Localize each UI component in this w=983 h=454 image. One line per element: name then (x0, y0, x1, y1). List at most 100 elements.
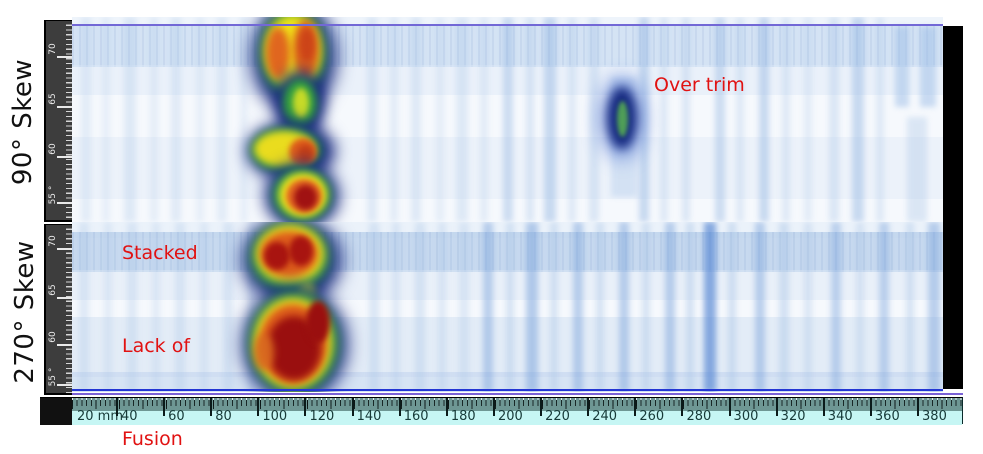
ruler-major-tick (57, 248, 72, 250)
noise-streak (367, 17, 377, 222)
indication-blob (286, 179, 322, 213)
ruler-major-tick (57, 297, 72, 299)
noise-streak (639, 17, 649, 222)
vertical-ruler-90-skew[interactable]: 70 65 60 55 ° (44, 20, 72, 222)
ruler-major-tick (163, 398, 166, 416)
indication-blob (293, 20, 319, 78)
noise-streak (459, 222, 469, 392)
indication-blob (275, 71, 325, 135)
ruler-tick-label: 320 (780, 409, 806, 424)
noise-streak (81, 17, 91, 222)
ruler-minor-ticks (66, 21, 72, 220)
noise-streak (907, 117, 927, 222)
indication-blob (251, 223, 329, 291)
indication-blob (289, 138, 317, 166)
indication-blob (266, 27, 290, 79)
noise-streak (642, 222, 650, 392)
ruler-major-tick (57, 56, 72, 58)
indication-blob (293, 88, 309, 118)
noise-streak (755, 222, 765, 392)
right-mask-bar (943, 26, 963, 389)
ruler-major-tick (869, 398, 872, 416)
noise-streak (573, 222, 583, 392)
noise-streak (804, 222, 812, 392)
noise-streak (831, 222, 841, 392)
ruler-tick-band (72, 398, 962, 411)
noise-streak (829, 17, 839, 222)
noise-streak (390, 17, 398, 222)
indication-blob (306, 301, 330, 343)
noise-streak (759, 17, 769, 222)
skew-label-270: 270° Skew (10, 240, 40, 384)
indication-blob (243, 222, 341, 304)
annotation-line: Stacked (122, 242, 198, 264)
cscan-panel-90-skew[interactable] (72, 17, 943, 222)
indication-blob (287, 17, 313, 222)
ruler-major-tick (57, 156, 72, 158)
noise-streak (483, 222, 493, 392)
noise-streak (104, 222, 112, 392)
indication-blob (293, 184, 317, 210)
indication-blob (254, 334, 274, 370)
noise-streak (728, 222, 736, 392)
noise-streak (782, 17, 790, 222)
annotation-over-trim: Over trim (654, 74, 745, 96)
noise-streak (480, 17, 488, 222)
ruler-tick-label: 65 (48, 284, 58, 296)
noise-streak (736, 17, 744, 222)
noise-streak (596, 222, 604, 392)
amplitude-band (72, 25, 943, 67)
ruler-corner-box (40, 397, 72, 425)
ruler-tick-label: 220 (545, 409, 570, 424)
noise-streak (526, 222, 538, 392)
ruler-major-tick (57, 106, 72, 108)
noise-streak (682, 17, 690, 222)
noise-streak (879, 222, 889, 392)
annotation-line: Lack of (122, 335, 191, 357)
indication-blob (616, 101, 628, 137)
ruler-tick-label: 160 (403, 409, 429, 424)
ruler-tick-label: 55 ° (48, 367, 58, 387)
ruler-major-tick (57, 344, 72, 346)
vertical-ruler-270-skew[interactable]: 70 65 60 55 ° (44, 224, 72, 395)
indication-blob (273, 169, 331, 221)
ruler-tick-label: 120 (309, 409, 335, 424)
ruler-tick-label: 60 (48, 143, 58, 155)
noise-streak (895, 27, 909, 107)
noise-streak (550, 222, 558, 392)
gate-line-bottom-purple[interactable] (72, 392, 963, 395)
noise-streak (589, 17, 599, 222)
noise-streak (438, 222, 446, 392)
ruler-unit-label: 20 mm (77, 409, 124, 424)
annotation-stacked-lack-of-fusion: Stacked Lack of Fusion (122, 176, 198, 454)
horizontal-ruler-mm[interactable]: 20 mm 40 60 80 100 120 140 160 180 200 220 240 260 2… (72, 397, 963, 425)
noise-streak (79, 222, 89, 392)
noise-streak (906, 222, 914, 392)
indication-blob (251, 128, 321, 172)
noise-streak (456, 17, 468, 222)
noise-streak (856, 222, 864, 392)
skew-label-90: 90° Skew (8, 58, 38, 186)
ruler-major-tick (728, 398, 731, 416)
noise-streak (102, 17, 110, 222)
ruler-tick-label: 40 (121, 409, 138, 424)
ruler-major-tick (775, 398, 778, 416)
indication-blob (243, 286, 347, 392)
indication-blob (252, 17, 336, 112)
indication-blob (300, 29, 314, 61)
indication-blob (287, 222, 313, 392)
ruler-tick-label: 70 (48, 235, 58, 247)
ruler-tick-label: 70 (48, 43, 58, 55)
noise-streak (506, 222, 514, 392)
amplitude-band (72, 65, 943, 95)
noise-streak (665, 222, 675, 392)
noise-streak (704, 222, 716, 392)
noise-streak (503, 17, 513, 222)
amplitude-band (72, 270, 943, 300)
ruler-tick-label: 300 (733, 409, 759, 424)
indication-blob (265, 163, 339, 222)
ruler-tick-label: 140 (356, 409, 382, 424)
amplitude-band (72, 232, 943, 272)
cscan-panel-270-skew[interactable] (72, 222, 943, 392)
indication-blob (247, 122, 335, 180)
